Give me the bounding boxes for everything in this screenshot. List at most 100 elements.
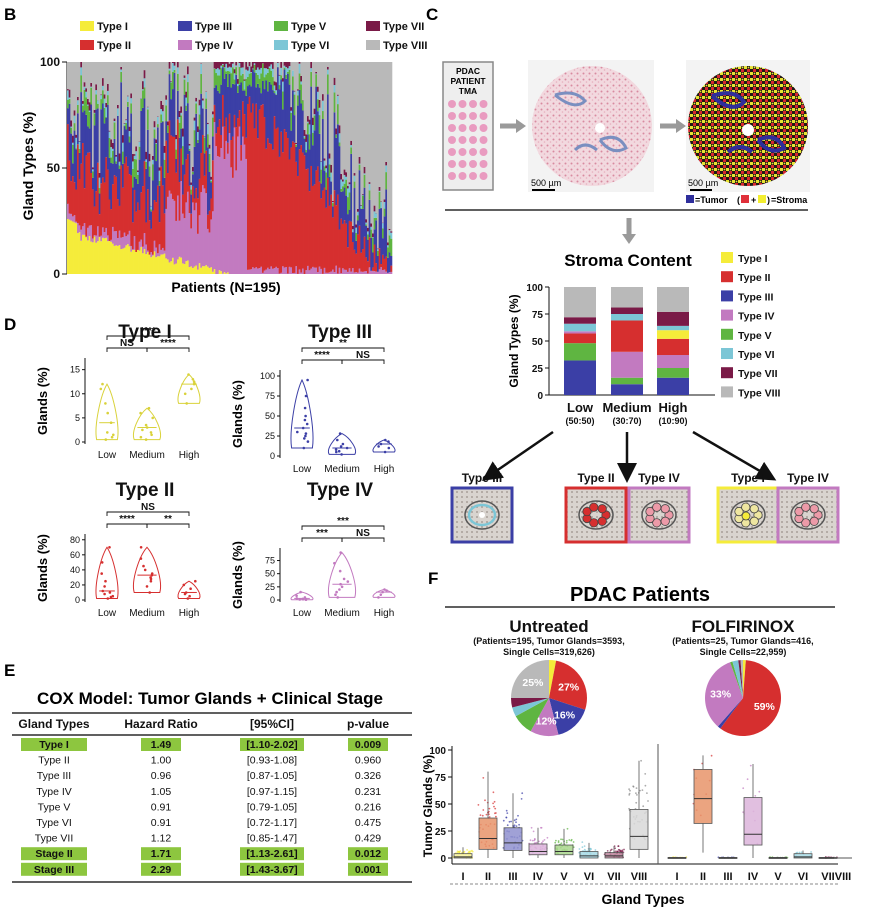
box-point	[540, 826, 542, 829]
patient-bar-segment	[377, 255, 379, 272]
patient-bar-segment	[192, 202, 194, 268]
pie-title: Untreated	[509, 617, 588, 636]
cox-cell: [0.97-1.15]	[247, 786, 297, 798]
patient-bar-segment	[275, 266, 278, 274]
patient-bar-segment	[132, 187, 134, 223]
violin-point	[108, 546, 111, 549]
patient-bar-segment	[372, 237, 374, 253]
violin-point	[387, 440, 390, 443]
patient-bar-segment	[243, 144, 246, 274]
stroma-legend-label: Type IV	[738, 311, 775, 323]
box-body	[743, 797, 763, 846]
patient-bar-segment	[88, 62, 91, 103]
gland-cell	[734, 506, 744, 517]
patient-bar-segment	[125, 120, 128, 124]
violin-point	[304, 432, 308, 435]
patient-bar-segment	[363, 62, 366, 167]
patient-bar-segment	[315, 71, 318, 74]
patient-bar-segment	[95, 109, 98, 192]
violin-point	[306, 440, 310, 443]
gland-center	[479, 512, 485, 518]
cox-cell: [0.85-1.47]	[247, 833, 297, 845]
patient-bar-segment	[333, 62, 336, 78]
patient-bar-segment	[182, 263, 184, 274]
patient-bar-segment	[150, 206, 153, 210]
box-point	[560, 842, 563, 845]
patient-bar-segment	[145, 222, 148, 245]
violin-point	[101, 382, 104, 386]
patient-bar-segment	[270, 64, 273, 71]
box-point	[456, 850, 459, 853]
box-point	[493, 805, 495, 808]
panel-b-ytick-0: 0	[53, 267, 60, 281]
box-point	[482, 777, 485, 779]
stroma-legend-label: Type VII	[738, 368, 778, 380]
patient-bar-segment	[278, 156, 281, 274]
patient-bar-segment	[312, 132, 314, 146]
box-point	[578, 848, 581, 850]
patient-bar-segment	[202, 134, 204, 186]
patient-bar-segment	[130, 113, 133, 176]
cox-cell: Stage III	[34, 864, 74, 876]
patient-bar-segment	[337, 104, 339, 125]
patient-bar-segment	[95, 242, 98, 274]
patient-bar-segment	[198, 62, 201, 100]
patient-bar-segment	[220, 271, 223, 274]
patient-bar-segment	[260, 62, 263, 68]
patient-bar-segment	[302, 152, 304, 269]
patient-bar-segment	[122, 151, 124, 164]
patient-bar-segment	[288, 266, 291, 274]
thumb-frame-5	[776, 486, 840, 544]
patient-bar-segment	[170, 193, 173, 262]
patient-bar-segment	[290, 112, 293, 131]
box-point	[492, 791, 495, 794]
patient-bar-segment	[198, 215, 201, 264]
patient-bar-segment	[335, 128, 338, 135]
patient-bar-segment	[262, 63, 264, 81]
patient-bar-segment	[205, 150, 208, 194]
patient-bar-segment	[182, 128, 184, 137]
patient-bar-segment	[377, 271, 379, 274]
patient-bar-segment	[122, 135, 124, 143]
patient-bar-segment	[243, 89, 246, 91]
patient-bar-segment	[313, 114, 316, 116]
patient-bar-segment	[365, 257, 368, 272]
patient-bar-segment	[122, 163, 124, 188]
patient-bar-segment	[272, 90, 274, 150]
patient-bar-segment	[328, 153, 331, 159]
patient-bar-segment	[348, 182, 351, 185]
tma-core-dot	[448, 136, 456, 144]
panel-b-ytick-50: 50	[47, 161, 61, 175]
patient-bar-segment	[120, 249, 123, 274]
cox-cell: 0.475	[355, 817, 381, 829]
patient-bar-segment	[320, 161, 323, 170]
panel-f-pies: Untreated(Patients=195, Tumor Glands=359…	[473, 617, 814, 737]
patient-bar-segment	[222, 94, 224, 127]
patient-bar-segment	[340, 173, 343, 180]
gland-thumbnails: Type III Type II Type IV Type I Type IV	[450, 471, 840, 544]
patient-bar-segment	[183, 77, 186, 80]
patient-bar-segment	[195, 101, 198, 104]
patient-bar-segment	[325, 62, 328, 166]
patient-bar-segment	[193, 62, 196, 118]
patient-bar-segment	[348, 268, 351, 274]
patient-bar-segment	[88, 152, 91, 226]
box-point	[515, 818, 518, 821]
violin-point	[150, 433, 153, 437]
patient-bar-segment	[377, 62, 379, 249]
patient-bar-segment	[87, 126, 89, 153]
patient-bar-segment	[145, 161, 148, 169]
box-point	[513, 824, 516, 827]
stroma-bar-type-iii	[564, 360, 596, 395]
cox-table: Gland Types Hazard Ratio [95%CI] p-valueTyp…	[12, 712, 412, 883]
patient-bar-segment	[192, 174, 194, 187]
violin-ytick: 75	[265, 391, 275, 401]
patient-bar-segment	[173, 264, 176, 274]
patient-bar-segment	[253, 72, 256, 129]
pie-slice-type-ii	[720, 660, 782, 737]
cox-cell: [1.13-2.61]	[246, 848, 297, 860]
patient-bar-segment	[107, 235, 109, 242]
patient-bar-segment	[245, 158, 248, 274]
